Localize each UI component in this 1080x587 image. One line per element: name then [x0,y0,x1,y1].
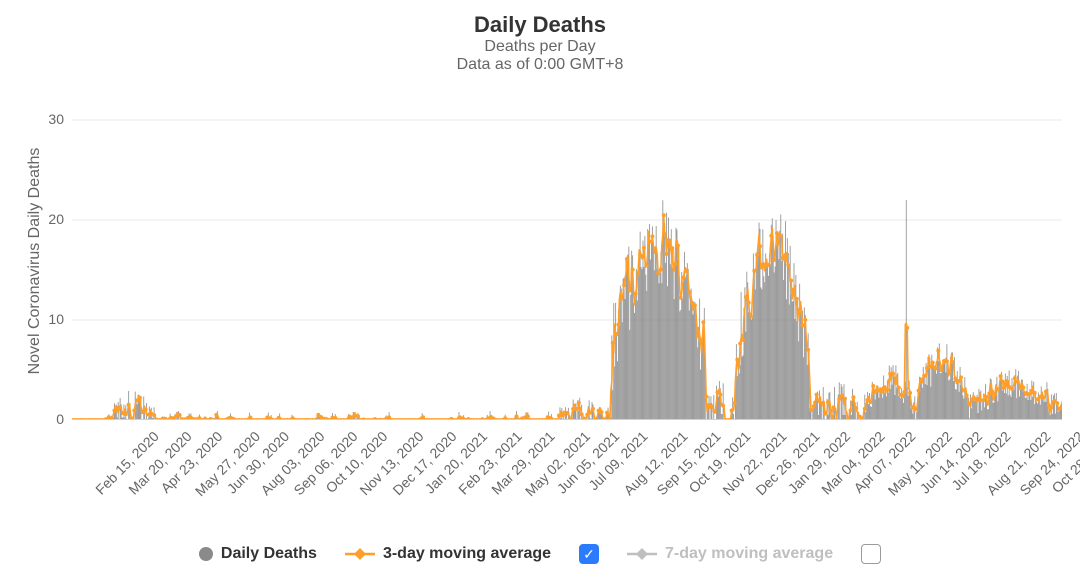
legend-label: Daily Deaths [221,545,317,563]
y-axis-label: Novel Coronavirus Daily Deaths [26,136,44,386]
y-tick-label: 0 [56,411,64,427]
chart-subtitle-2: Data as of 0:00 GMT+8 [0,56,1080,74]
y-tick-label: 30 [48,111,64,127]
legend-swatch-line [345,547,375,561]
legend-label: 3-day moving average [383,545,551,563]
legend-checkbox-ma7[interactable] [861,544,881,564]
legend-label: 7-day moving average [665,545,833,563]
legend-swatch-circle [199,547,213,561]
chart-subtitle-1: Deaths per Day [0,38,1080,56]
legend-item-ma3[interactable]: 3-day moving average [345,545,551,563]
legend: Daily Deaths 3-day moving average 7-day mo… [0,544,1080,564]
plot-area [72,100,1062,420]
legend-swatch-line [627,547,657,561]
chart-container: Daily Deaths Deaths per Day Data as of 0… [0,0,1080,587]
legend-checkbox-ma3[interactable] [579,544,599,564]
y-tick-label: 20 [48,211,64,227]
chart-titles: Daily Deaths Deaths per Day Data as of 0… [0,0,1080,74]
y-tick-label: 10 [48,311,64,327]
legend-item-ma7[interactable]: 7-day moving average [627,545,833,563]
legend-item-daily_deaths[interactable]: Daily Deaths [199,545,317,563]
chart-title: Daily Deaths [0,12,1080,38]
